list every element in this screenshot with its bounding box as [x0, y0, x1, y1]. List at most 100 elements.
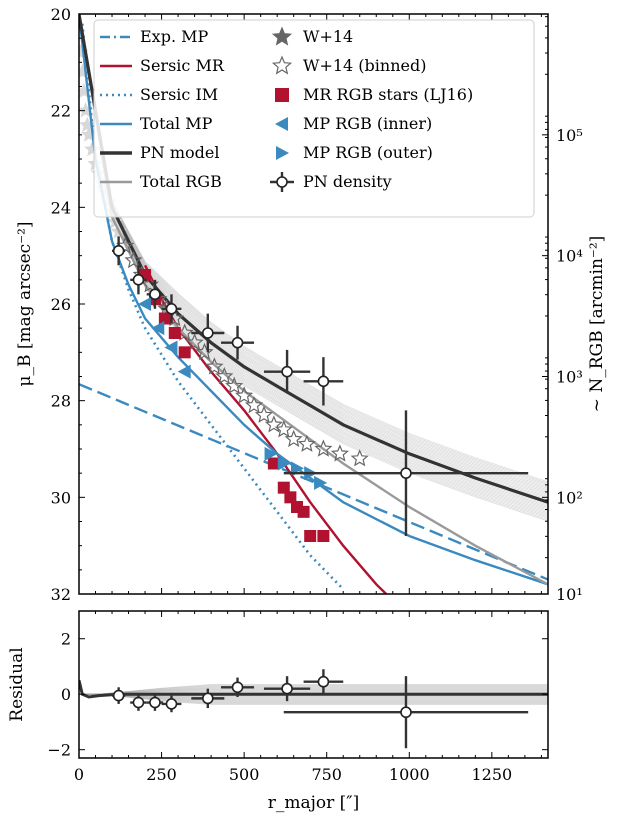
residual-realisation-line [79, 680, 548, 695]
legend-label: Total RGB [140, 172, 222, 191]
x-tick-label: 250 [146, 765, 177, 784]
mp-rgb-outer-triangle [314, 475, 328, 490]
legend-star-filled [271, 26, 293, 46]
legend-label: MP RGB (outer) [303, 143, 433, 162]
w14-binned-star [284, 429, 303, 448]
mp-rgb-inner-triangle [151, 321, 165, 336]
legend-box [93, 19, 535, 218]
x-tick-label: 500 [229, 765, 260, 784]
pn-density-point [149, 696, 161, 709]
legend-label: Total MP [140, 114, 213, 133]
legend-star-open [271, 55, 293, 75]
w14-binned-star [314, 439, 333, 457]
w14-binned-star [297, 434, 316, 452]
mr-rgb-square [284, 491, 297, 504]
model-realisation-line [79, 14, 548, 485]
w14-binned-star [350, 449, 369, 467]
residual-realisation-line [79, 680, 548, 699]
pn-density-point [231, 681, 244, 694]
mr-rgb-square [178, 346, 191, 359]
residual-realisation-line [79, 680, 548, 695]
residual-realisation-line [79, 680, 548, 695]
series-pn-model [79, 14, 548, 504]
right-tick-label: 10³ [556, 368, 583, 387]
legend-label: W+14 [303, 27, 353, 46]
mr-rgb-square [267, 457, 280, 470]
mr-rgb-square [297, 505, 310, 518]
w14-binned-star [254, 405, 274, 423]
x-tick-label: 1000 [389, 765, 430, 784]
residual-realisation-line [79, 680, 548, 698]
residual-realisation-line [79, 680, 548, 701]
x-tick-label: 750 [311, 765, 342, 784]
residual-realisation-line [79, 680, 548, 695]
residual-realisation-line [79, 680, 548, 705]
w14-binned-star [185, 333, 204, 351]
pn-density-point [165, 303, 178, 315]
residual-realisation-line [79, 680, 548, 695]
w14-binned-star [195, 342, 214, 361]
pn-density-point [132, 696, 145, 709]
pn-density-point [202, 692, 214, 705]
mr-rgb-square [168, 327, 181, 339]
legend: Exp. MP Sersic MR Sersic IM Total MP PN mode… [93, 19, 535, 218]
legend-triangle-right [276, 146, 289, 160]
pn-density-point [165, 698, 178, 710]
y-tick-label: 30 [51, 488, 71, 507]
pn-density-point [281, 365, 293, 378]
x-tick-label: 0 [74, 765, 84, 784]
residual-realisation-line [79, 680, 548, 695]
w14-star [79, 82, 93, 99]
right-tick-label: 10² [556, 488, 583, 507]
mp-rgb-inner-triangle [164, 340, 178, 355]
w14-binned-star [244, 395, 264, 414]
w14-binned-star [264, 415, 283, 433]
legend-label: Sersic MR [140, 56, 225, 75]
residual-realisation-line [79, 680, 548, 700]
y-tick-label: 26 [51, 295, 71, 314]
pn-density-point [400, 706, 412, 719]
mp-rgb-outer-triangle [264, 446, 278, 461]
model-realisation-line [79, 14, 548, 489]
right-axis-label: ~ N_RGB [arcmin⁻²] [587, 236, 607, 413]
bottom-frame [78, 610, 549, 759]
mp-rgb-outer-triangle [290, 461, 304, 476]
mp-rgb-inner-triangle [177, 364, 191, 379]
x-axis-label: r_major [″] [268, 793, 360, 813]
mr-rgb-square [304, 530, 317, 542]
residual-panel [79, 669, 548, 749]
pn-density-point [281, 682, 293, 695]
residual-realisation-line [79, 680, 548, 695]
resid-y-tick-label: 2 [61, 630, 71, 649]
legend-label: MP RGB (inner) [303, 114, 432, 133]
model-realisation-line [79, 14, 548, 487]
legend-label: Exp. MP [140, 27, 209, 46]
residual-realisation-line [79, 680, 548, 703]
legend-label: PN density [303, 172, 392, 191]
w14-binned-star [330, 444, 349, 462]
pn-density-point [317, 675, 330, 688]
pn-density-point [112, 245, 125, 257]
w14-binned-star [124, 250, 143, 269]
residual-realisation-line [79, 680, 548, 695]
residual-realisation-line [79, 680, 548, 705]
legend-square [275, 88, 289, 102]
model-realisation-line [79, 14, 548, 488]
pn-density-point [202, 327, 214, 339]
residual-realisation-line [79, 680, 548, 704]
w14-binned-star [215, 366, 234, 385]
residual-realisation-line [79, 680, 548, 697]
residual-axis-label: Residual [7, 647, 27, 721]
legend-label: PN model [140, 143, 219, 162]
pn-density-point [231, 336, 244, 349]
residual-realisation-line [79, 680, 548, 695]
model-realisation-line [79, 14, 548, 492]
legend-label: Sersic IM [140, 85, 218, 104]
residual-realisation-line [79, 680, 548, 703]
w14-binned-star [225, 376, 244, 394]
series-exp-mp [79, 383, 548, 581]
right-tick-label: 10⁵ [556, 126, 583, 145]
mr-rgb-square [317, 530, 330, 542]
resid-y-tick-label: 0 [61, 685, 71, 704]
